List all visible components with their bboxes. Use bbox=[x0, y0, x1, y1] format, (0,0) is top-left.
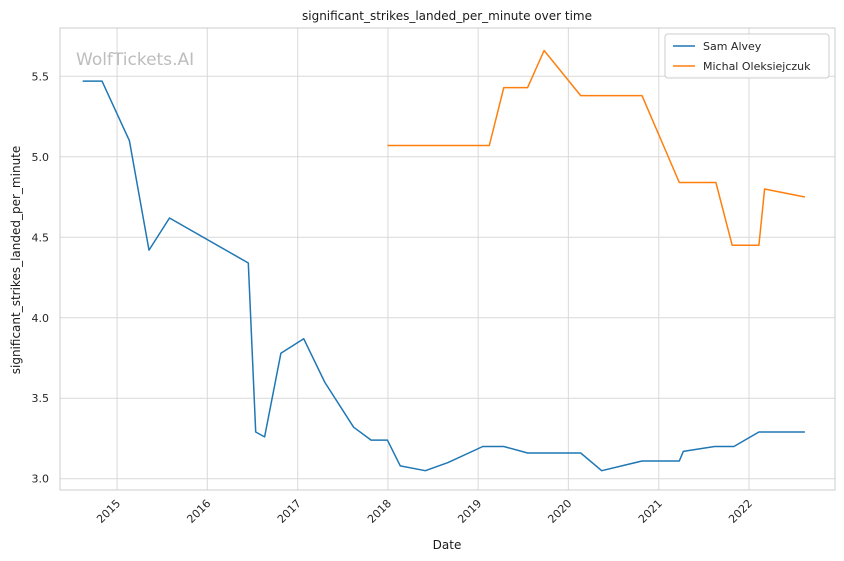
y-axis-title: significant_strikes_landed_per_minute bbox=[9, 146, 23, 375]
x-tick-label: 2018 bbox=[365, 497, 394, 526]
y-tick-label: 5.0 bbox=[32, 151, 50, 164]
x-axis-title: Date bbox=[433, 538, 462, 552]
x-axis-ticks: 2015 2016 2017 2018 2019 2020 2021 2022 bbox=[94, 497, 755, 526]
series-lines bbox=[82, 49, 806, 472]
x-tick-label: 2015 bbox=[94, 497, 123, 526]
x-tick-label: 2021 bbox=[636, 497, 665, 526]
watermark: WolfTickets.AI bbox=[76, 50, 194, 70]
y-tick-label: 4.5 bbox=[32, 231, 50, 244]
series-line-1 bbox=[387, 49, 806, 247]
x-tick-label: 2019 bbox=[455, 497, 484, 526]
y-tick-label: 5.5 bbox=[32, 70, 50, 83]
grid bbox=[60, 28, 835, 490]
y-tick-label: 4.0 bbox=[32, 312, 50, 325]
series-line-0 bbox=[82, 80, 805, 472]
legend-box bbox=[664, 33, 830, 79]
legend-label: Michal Oleksiejczuk bbox=[703, 60, 811, 73]
legend-label: Sam Alvey bbox=[703, 40, 762, 53]
x-tick-label: 2020 bbox=[545, 497, 574, 526]
plot-area-frame bbox=[59, 27, 836, 491]
x-tick-label: 2017 bbox=[275, 497, 304, 526]
chart-title: significant_strikes_landed_per_minute ov… bbox=[302, 9, 592, 23]
legend: Sam Alvey Michal Oleksiejczuk bbox=[664, 33, 830, 79]
y-tick-label: 3.0 bbox=[32, 473, 50, 486]
x-tick-label: 2022 bbox=[726, 497, 755, 526]
y-tick-label: 3.5 bbox=[32, 392, 50, 405]
x-tick-label: 2016 bbox=[184, 497, 213, 526]
y-axis-ticks: 3.0 3.5 4.0 4.5 5.0 5.5 bbox=[32, 70, 50, 485]
